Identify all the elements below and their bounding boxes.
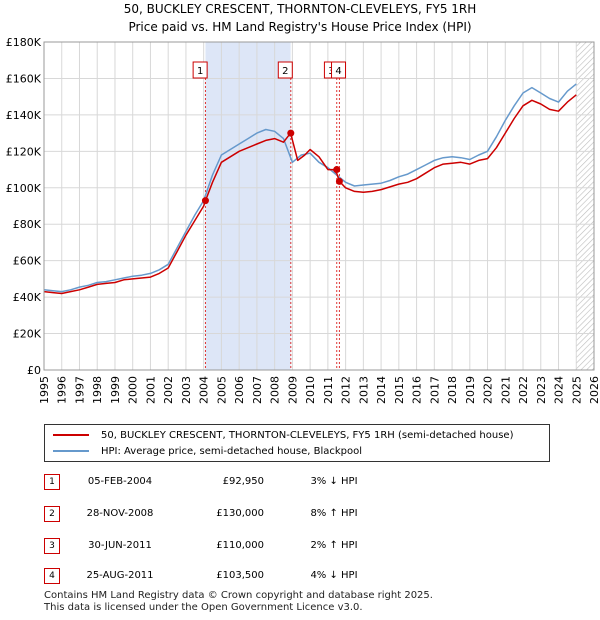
sale-label-text: 1 — [197, 66, 203, 77]
x-tick-label: 2001 — [144, 376, 157, 404]
y-tick-label: £180K — [6, 36, 42, 49]
x-tick-label: 2025 — [570, 376, 583, 404]
x-tick-label: 1997 — [73, 376, 86, 404]
x-tick-label: 2007 — [251, 376, 264, 404]
table-row: 1 05-FEB-2004 £92,950 3% ↓ HPI — [44, 474, 444, 492]
sale-point — [333, 166, 341, 174]
sale-date: 05-FEB-2004 — [87, 476, 153, 487]
x-tick-label: 2004 — [198, 376, 211, 404]
x-tick-label: 2019 — [464, 376, 477, 404]
legend-swatch-hpi — [53, 450, 89, 452]
footer-line-2: This data is licensed under the Open Gov… — [44, 602, 363, 613]
ownership-shaded-span — [205, 42, 291, 370]
legend: 50, BUCKLEY CRESCENT, THORNTON-CLEVELEYS… — [44, 424, 550, 462]
y-tick-label: £20K — [13, 328, 42, 341]
y-tick-label: £60K — [13, 255, 42, 268]
sale-point — [335, 177, 343, 185]
sale-point — [287, 129, 295, 137]
legend-swatch-property — [53, 434, 89, 436]
x-tick-label: 2010 — [304, 376, 317, 404]
sale-hpi-diff: 2% ↑ HPI — [310, 540, 358, 551]
x-tick-label: 2013 — [357, 376, 370, 404]
x-tick-label: 2026 — [588, 376, 600, 404]
sale-number-badge: 1 — [44, 474, 60, 490]
x-tick-label: 2005 — [215, 376, 228, 404]
legend-label-property: 50, BUCKLEY CRESCENT, THORNTON-CLEVELEYS… — [101, 429, 514, 441]
property-series-line — [43, 94, 577, 295]
x-tick-label: 1996 — [56, 376, 69, 404]
sale-price: £130,000 — [216, 508, 264, 519]
y-tick-label: £100K — [6, 182, 42, 195]
sale-date: 30-JUN-2011 — [88, 540, 152, 551]
sale-hpi-diff: 4% ↓ HPI — [310, 570, 358, 581]
sale-price: £92,950 — [222, 476, 264, 487]
x-tick-label: 2009 — [286, 376, 299, 404]
x-tick-label: 2018 — [446, 376, 459, 404]
x-tick-label: 2020 — [482, 376, 495, 404]
x-tick-label: 2003 — [180, 376, 193, 404]
x-tick-label: 2002 — [162, 376, 175, 404]
x-tick-label: 2021 — [499, 376, 512, 404]
y-tick-label: £140K — [6, 109, 42, 122]
x-tick-label: 2022 — [517, 376, 530, 404]
sale-label-box — [277, 61, 293, 79]
table-row: 3 30-JUN-2011 £110,000 2% ↑ HPI — [44, 538, 444, 556]
sale-price: £103,500 — [216, 570, 264, 581]
chart-subtitle: Price paid vs. HM Land Registry's House … — [128, 20, 472, 34]
sale-number-badge: 3 — [44, 538, 60, 554]
price-chart: 1234£0£20K£40K£60K£80K£100K£120K£140K£16… — [6, 36, 600, 404]
x-tick-label: 2023 — [535, 376, 548, 404]
x-tick-label: 2008 — [269, 376, 282, 404]
x-tick-label: 2000 — [127, 376, 140, 404]
x-tick-label: 2016 — [411, 376, 424, 404]
table-row: 2 28-NOV-2008 £130,000 8% ↑ HPI — [44, 506, 444, 524]
footer-attribution: Contains HM Land Registry data © Crown c… — [44, 590, 433, 614]
forecast-hatch-area — [576, 42, 594, 370]
x-tick-label: 2024 — [553, 376, 566, 404]
x-tick-label: 2006 — [233, 376, 246, 404]
sale-label-box — [192, 61, 208, 79]
sale-label-box — [331, 61, 347, 79]
y-tick-label: £0 — [27, 364, 41, 377]
x-tick-label: 2015 — [393, 376, 406, 404]
sale-number-badge: 2 — [44, 506, 60, 522]
y-tick-label: £160K — [6, 72, 42, 85]
x-tick-label: 1995 — [38, 376, 51, 404]
hpi-series-line — [43, 83, 577, 293]
legend-item-hpi: HPI: Average price, semi-detached house,… — [53, 443, 362, 459]
sale-hpi-diff: 3% ↓ HPI — [310, 476, 358, 487]
x-tick-label: 2011 — [322, 376, 335, 404]
sale-date: 28-NOV-2008 — [86, 508, 154, 519]
sale-point — [201, 197, 209, 205]
y-tick-label: £120K — [6, 145, 42, 158]
plot-area — [44, 42, 594, 370]
x-tick-label: 2017 — [428, 376, 441, 404]
y-tick-label: £40K — [13, 291, 42, 304]
x-tick-label: 2014 — [375, 376, 388, 404]
y-tick-label: £80K — [13, 218, 42, 231]
sale-number-badge: 4 — [44, 568, 60, 584]
sale-price: £110,000 — [216, 540, 264, 551]
sale-date: 25-AUG-2011 — [86, 570, 154, 581]
x-tick-label: 1999 — [109, 376, 122, 404]
legend-item-property: 50, BUCKLEY CRESCENT, THORNTON-CLEVELEYS… — [53, 427, 513, 443]
chart-title: 50, BUCKLEY CRESCENT, THORNTON-CLEVELEYS… — [123, 2, 477, 16]
footer-line-1: Contains HM Land Registry data © Crown c… — [44, 590, 433, 601]
sale-label-text: 4 — [335, 66, 341, 77]
plot-border — [43, 41, 595, 371]
x-tick-label: 1998 — [91, 376, 104, 404]
sale-label-text: 2 — [282, 66, 288, 77]
x-tick-label: 2012 — [340, 376, 353, 404]
legend-label-hpi: HPI: Average price, semi-detached house,… — [101, 445, 363, 457]
table-row: 4 25-AUG-2011 £103,500 4% ↓ HPI — [44, 568, 444, 586]
sale-hpi-diff: 8% ↑ HPI — [310, 508, 358, 519]
